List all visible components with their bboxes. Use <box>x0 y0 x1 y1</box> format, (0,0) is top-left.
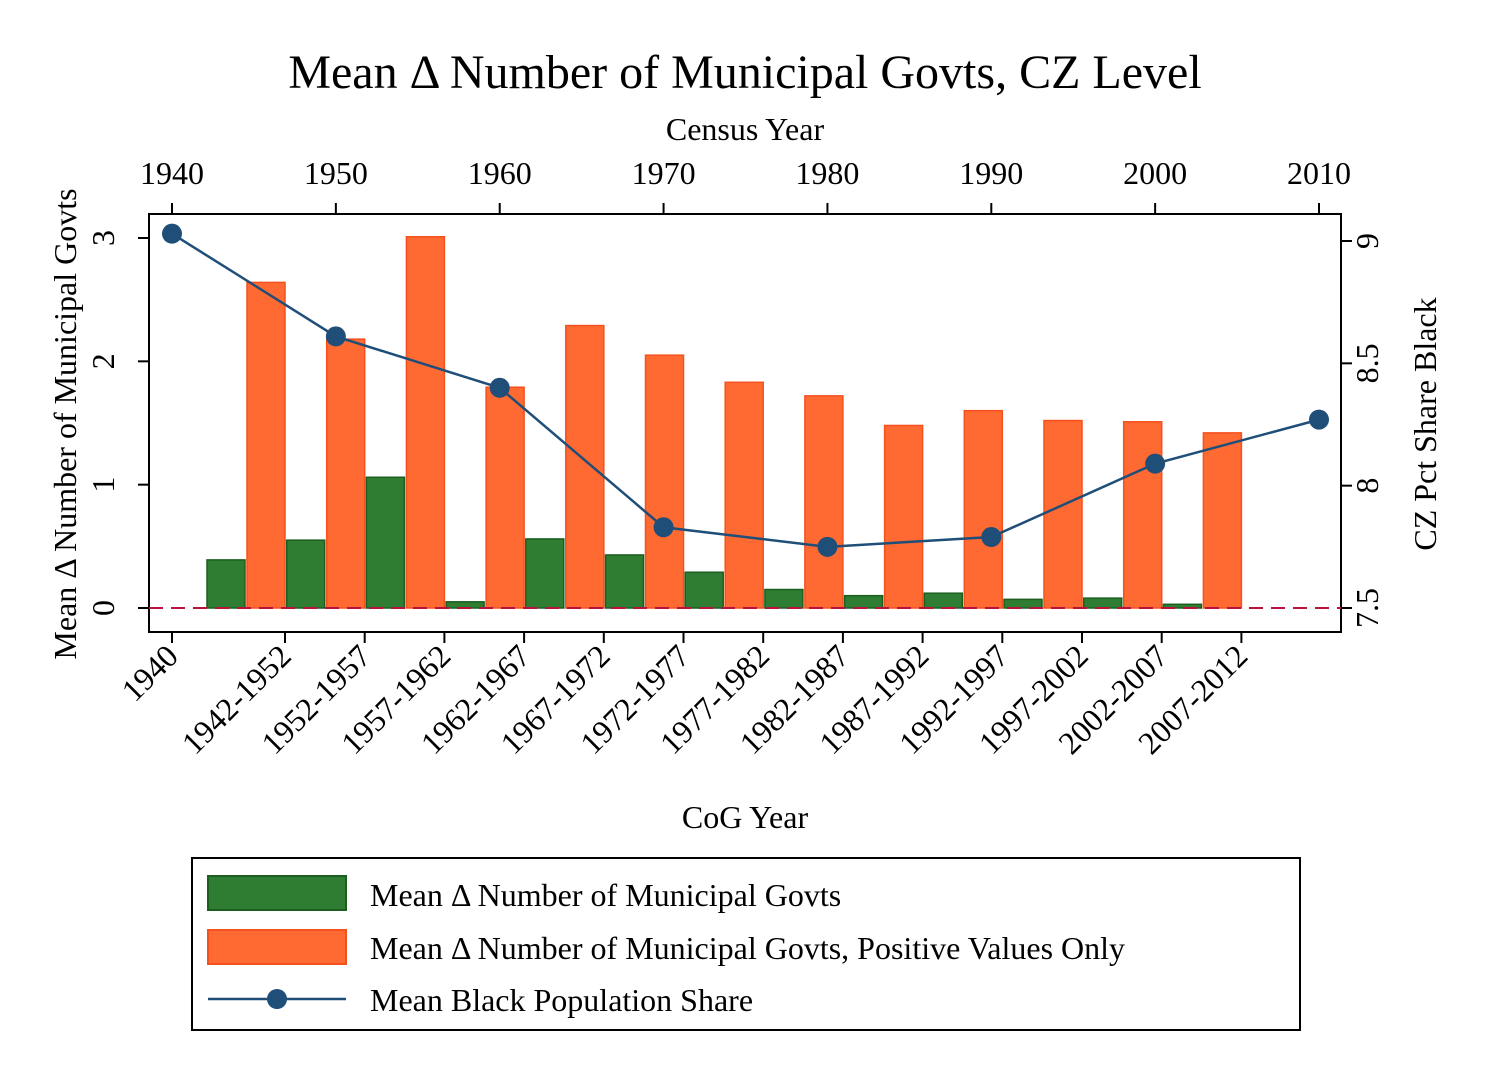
top-tick-label-1990: 1990 <box>959 155 1023 191</box>
bar-green-2002-2007 <box>1082 597 1123 609</box>
top-axis: 1940 1950 1960 1970 1980 1990 2000 2010 <box>140 155 1351 214</box>
bar-green-1967-1972 <box>525 538 565 609</box>
x-axis-title: CoG Year <box>682 799 809 835</box>
legend-label-green: Mean Δ Number of Municipal Govts <box>370 877 841 913</box>
right-tick-label-8-5: 8.5 <box>1349 343 1385 383</box>
bar-series-municipal-govts <box>206 476 1203 609</box>
right-tick-label-8: 8 <box>1349 478 1385 494</box>
chart-title: Mean Δ Number of Municipal Govts, CZ Lev… <box>288 46 1201 99</box>
top-tick-label-1980: 1980 <box>795 155 859 191</box>
bar-orange-1942-1952 <box>246 281 286 609</box>
top-tick-label-2000: 2000 <box>1123 155 1187 191</box>
left-tick-label-3: 3 <box>85 230 121 246</box>
point-black-share-1940 <box>162 223 182 244</box>
bar-green-1957-1962 <box>365 476 406 609</box>
bar-series-positive-only <box>246 236 1243 609</box>
left-axis: 0 1 2 3 <box>85 230 149 616</box>
bar-green-1997-2002 <box>1003 598 1043 609</box>
legend-label-line: Mean Black Population Share <box>370 982 753 1018</box>
point-black-share-1960 <box>489 377 510 398</box>
bar-orange-1957-1962 <box>405 236 446 609</box>
legend-label-orange: Mean Δ Number of Municipal Govts, Positi… <box>370 930 1125 966</box>
point-black-share-1950 <box>325 326 346 347</box>
left-tick-label-2: 2 <box>85 353 121 369</box>
bar-orange-2002-2007 <box>1122 421 1163 609</box>
left-tick-label-1: 1 <box>85 477 121 493</box>
line-black-share <box>171 232 1320 549</box>
y-axis-title: Mean Δ Number of Municipal Govts <box>47 188 83 659</box>
right-tick-label-7-5: 7.5 <box>1349 588 1385 628</box>
top-tick-label-1940: 1940 <box>140 155 204 191</box>
bar-green-1952-1957 <box>285 539 326 609</box>
bar-orange-1987-1992 <box>883 424 924 609</box>
right-axis: 7.5 8 8.5 9 <box>1341 233 1385 628</box>
bar-orange-1977-1982 <box>724 381 764 609</box>
point-black-share-2000 <box>1145 453 1166 474</box>
bar-orange-1952-1957 <box>325 338 366 609</box>
bar-orange-1997-2002 <box>1043 419 1083 609</box>
bar-orange-1962-1967 <box>485 386 525 609</box>
bar-orange-1972-1977 <box>644 354 685 609</box>
bar-green-2007-2012 <box>1162 603 1203 609</box>
bar-green-1942-1952 <box>206 559 246 609</box>
bar-orange-2007-2012 <box>1202 432 1243 609</box>
bar-green-1987-1992 <box>843 594 884 609</box>
top-tick-label-1970: 1970 <box>632 155 696 191</box>
line-series-black-share <box>162 223 1329 557</box>
legend-swatch-marker <box>267 989 287 1009</box>
y2-axis-title: CZ Pct Share Black <box>1407 297 1443 550</box>
bar-green-1972-1977 <box>604 554 645 609</box>
right-tick-label-9: 9 <box>1349 233 1385 249</box>
top-tick-label-1960: 1960 <box>468 155 532 191</box>
point-black-share-2010 <box>1309 409 1329 430</box>
bar-orange-1967-1972 <box>565 324 605 609</box>
plot-area <box>148 213 1342 633</box>
legend-swatch-green <box>207 875 347 911</box>
point-black-share-1990 <box>981 527 1002 548</box>
point-black-share-1970 <box>653 517 674 538</box>
top-axis-title: Census Year <box>666 111 825 147</box>
bar-green-1977-1982 <box>684 571 724 609</box>
legend-box <box>191 857 1301 1031</box>
top-tick-label-1950: 1950 <box>304 155 368 191</box>
bar-orange-1982-1987 <box>804 395 844 609</box>
bottom-tick-label-1940: 1940 <box>114 637 185 708</box>
point-black-share-1980 <box>817 536 838 557</box>
bar-orange-1992-1997 <box>963 409 1004 609</box>
bottom-axis: 19401942-19521952-19571957-19621962-1967… <box>114 632 1254 761</box>
bar-green-1982-1987 <box>764 588 804 609</box>
top-tick-label-2010: 2010 <box>1287 155 1351 191</box>
bar-green-1992-1997 <box>923 592 964 609</box>
legend-swatch-orange <box>207 929 347 965</box>
left-tick-label-0: 0 <box>85 600 121 616</box>
legend: Mean Δ Number of Municipal Govts Mean Δ … <box>191 857 1301 1031</box>
